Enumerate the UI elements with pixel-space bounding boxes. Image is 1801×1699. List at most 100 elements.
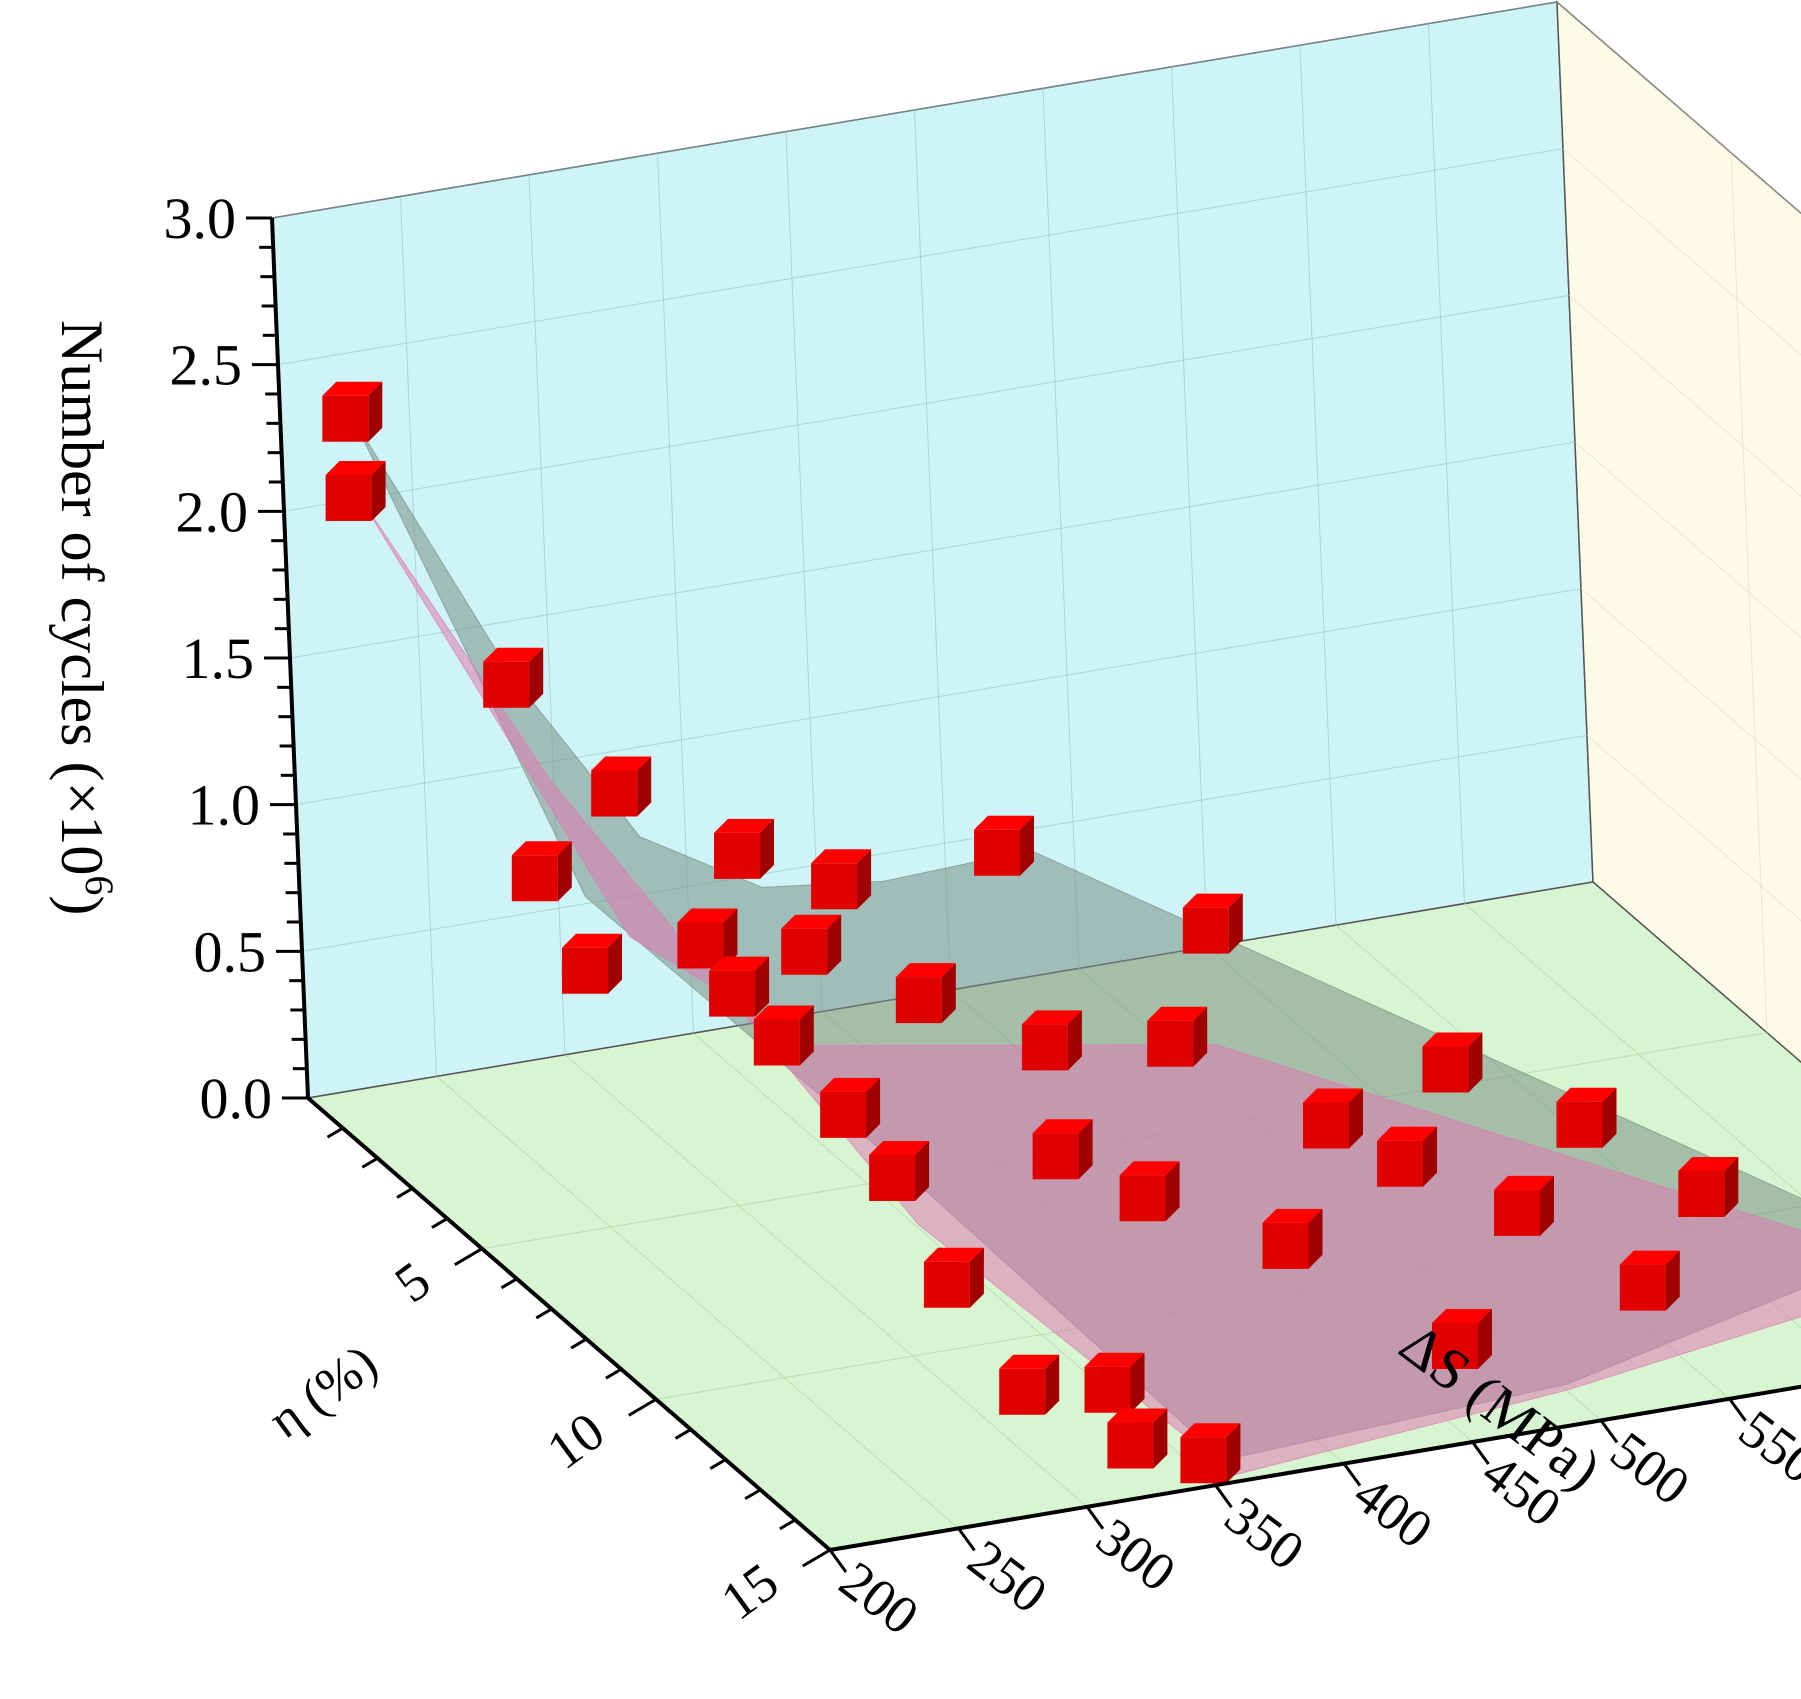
cube-side-face: [1193, 1006, 1208, 1067]
cube-top-face: [1619, 1250, 1680, 1265]
data-point-cube: [562, 933, 622, 994]
cube-top-face: [1432, 1309, 1492, 1323]
x-tick-label: 250: [957, 1528, 1058, 1625]
data-point-cube: [869, 1141, 930, 1201]
cube-top-face: [1032, 1119, 1093, 1134]
data-point-cube: [483, 647, 544, 708]
cube-front-face: [1021, 1024, 1068, 1071]
z-tick-label: 3.0: [164, 186, 237, 251]
y-minor-tick: [535, 1307, 553, 1320]
cube-front-face: [781, 928, 828, 975]
cube-front-face: [483, 661, 530, 708]
cube-side-face: [1078, 1119, 1093, 1180]
cube-top-face: [1107, 1408, 1168, 1423]
cube-side-face: [915, 1141, 930, 1201]
data-point-cube: [1556, 1087, 1617, 1148]
y-minor-tick: [361, 1156, 379, 1169]
cube-front-face: [1432, 1323, 1478, 1369]
side-wall-hgrid: [1580, 588, 1801, 780]
cube-side-face: [1665, 1250, 1680, 1311]
cube-front-face: [1303, 1102, 1349, 1149]
cube-front-face: [1422, 1046, 1469, 1093]
cube-front-face: [811, 863, 858, 910]
floor-xgrid: [564, 1054, 1088, 1508]
cube-front-face: [753, 1019, 800, 1066]
cube-top-face: [1021, 1010, 1082, 1025]
cube-top-face: [820, 1077, 881, 1092]
x-tick-label: 300: [1086, 1506, 1187, 1603]
y-minor-tick: [744, 1488, 762, 1501]
cube-front-face: [1180, 1437, 1227, 1484]
x-tick-label: 350: [1214, 1485, 1315, 1582]
cube-front-face: [1556, 1101, 1603, 1148]
cube-side-face: [1423, 1126, 1437, 1187]
data-point-cube: [999, 1354, 1060, 1415]
cube-side-face: [557, 841, 572, 902]
cube-front-face: [1107, 1422, 1154, 1469]
x-major-tick: [828, 1549, 848, 1573]
data-point-cube: [1619, 1250, 1680, 1311]
x-major-tick: [1342, 1462, 1362, 1487]
data-point-cube: [895, 963, 956, 1024]
cube-top-face: [562, 933, 622, 948]
x-major-tick: [1728, 1397, 1747, 1422]
cube-top-face: [1147, 1006, 1208, 1021]
y-minor-tick: [779, 1518, 796, 1531]
cube-side-face: [969, 1247, 984, 1308]
z-tick-label: 0.5: [194, 919, 267, 984]
cube-front-face: [1678, 1171, 1725, 1217]
z-axis-title-main: Number of cycles (×10: [49, 320, 115, 875]
cube-top-face: [974, 815, 1034, 830]
cube-front-face: [511, 855, 558, 902]
cube-side-face: [1228, 893, 1243, 954]
x-major-tick: [1214, 1484, 1233, 1509]
data-point-cube: [1180, 1423, 1241, 1484]
cube-side-face: [1308, 1208, 1323, 1269]
y-tick-label: 15: [710, 1551, 789, 1631]
cube-side-face: [1020, 815, 1034, 876]
y-axis-title: η (%): [259, 1334, 388, 1450]
cube-side-face: [529, 647, 544, 708]
cube-top-face: [1262, 1208, 1323, 1223]
cube-top-face: [1180, 1423, 1241, 1438]
cube-top-face: [1377, 1126, 1437, 1141]
data-point-cube: [1107, 1408, 1168, 1469]
cube-side-face: [827, 914, 842, 975]
data-point-cube: [325, 461, 386, 521]
cube-side-face: [1067, 1010, 1082, 1071]
cube-side-face: [755, 956, 770, 1017]
cube-side-face: [1130, 1352, 1145, 1413]
data-point-cube: [1377, 1126, 1437, 1187]
y-tick-label: 5: [384, 1250, 441, 1314]
x-tick-label: 500: [1600, 1420, 1701, 1517]
x-major-tick: [957, 1527, 976, 1552]
floor-xgrid: [436, 1076, 959, 1529]
z-axis-title-close: ): [49, 895, 115, 915]
cube-front-face: [1619, 1264, 1666, 1311]
cube-top-face: [677, 908, 738, 923]
cube-top-face: [591, 756, 652, 771]
cube-side-face: [866, 1077, 881, 1138]
data-point-cube: [974, 815, 1034, 876]
data-point-cube: [322, 381, 383, 442]
data-point-cube: [811, 849, 872, 910]
back-wall-hgrid: [289, 441, 1576, 659]
data-point-cube: [1262, 1208, 1323, 1269]
cube-top-face: [1303, 1088, 1363, 1103]
cube-front-face: [562, 947, 608, 994]
cube-top-face: [322, 381, 383, 396]
cube-front-face: [974, 829, 1020, 876]
cube-front-face: [1262, 1222, 1309, 1269]
cube-side-face: [608, 933, 622, 994]
y-minor-tick: [570, 1337, 588, 1350]
cube-side-face: [368, 381, 383, 442]
cube-front-face: [714, 832, 760, 879]
data-point-cube: [709, 956, 770, 1017]
side-wall-hgrid: [1586, 734, 1801, 922]
side-wall-hgrid: [1574, 441, 1801, 639]
cube-side-face: [1602, 1087, 1617, 1148]
side-wall-vgrid: [1730, 152, 1768, 1033]
cube-side-face: [1478, 1309, 1492, 1369]
cube-side-face: [1153, 1408, 1168, 1469]
y-minor-tick: [709, 1458, 727, 1470]
